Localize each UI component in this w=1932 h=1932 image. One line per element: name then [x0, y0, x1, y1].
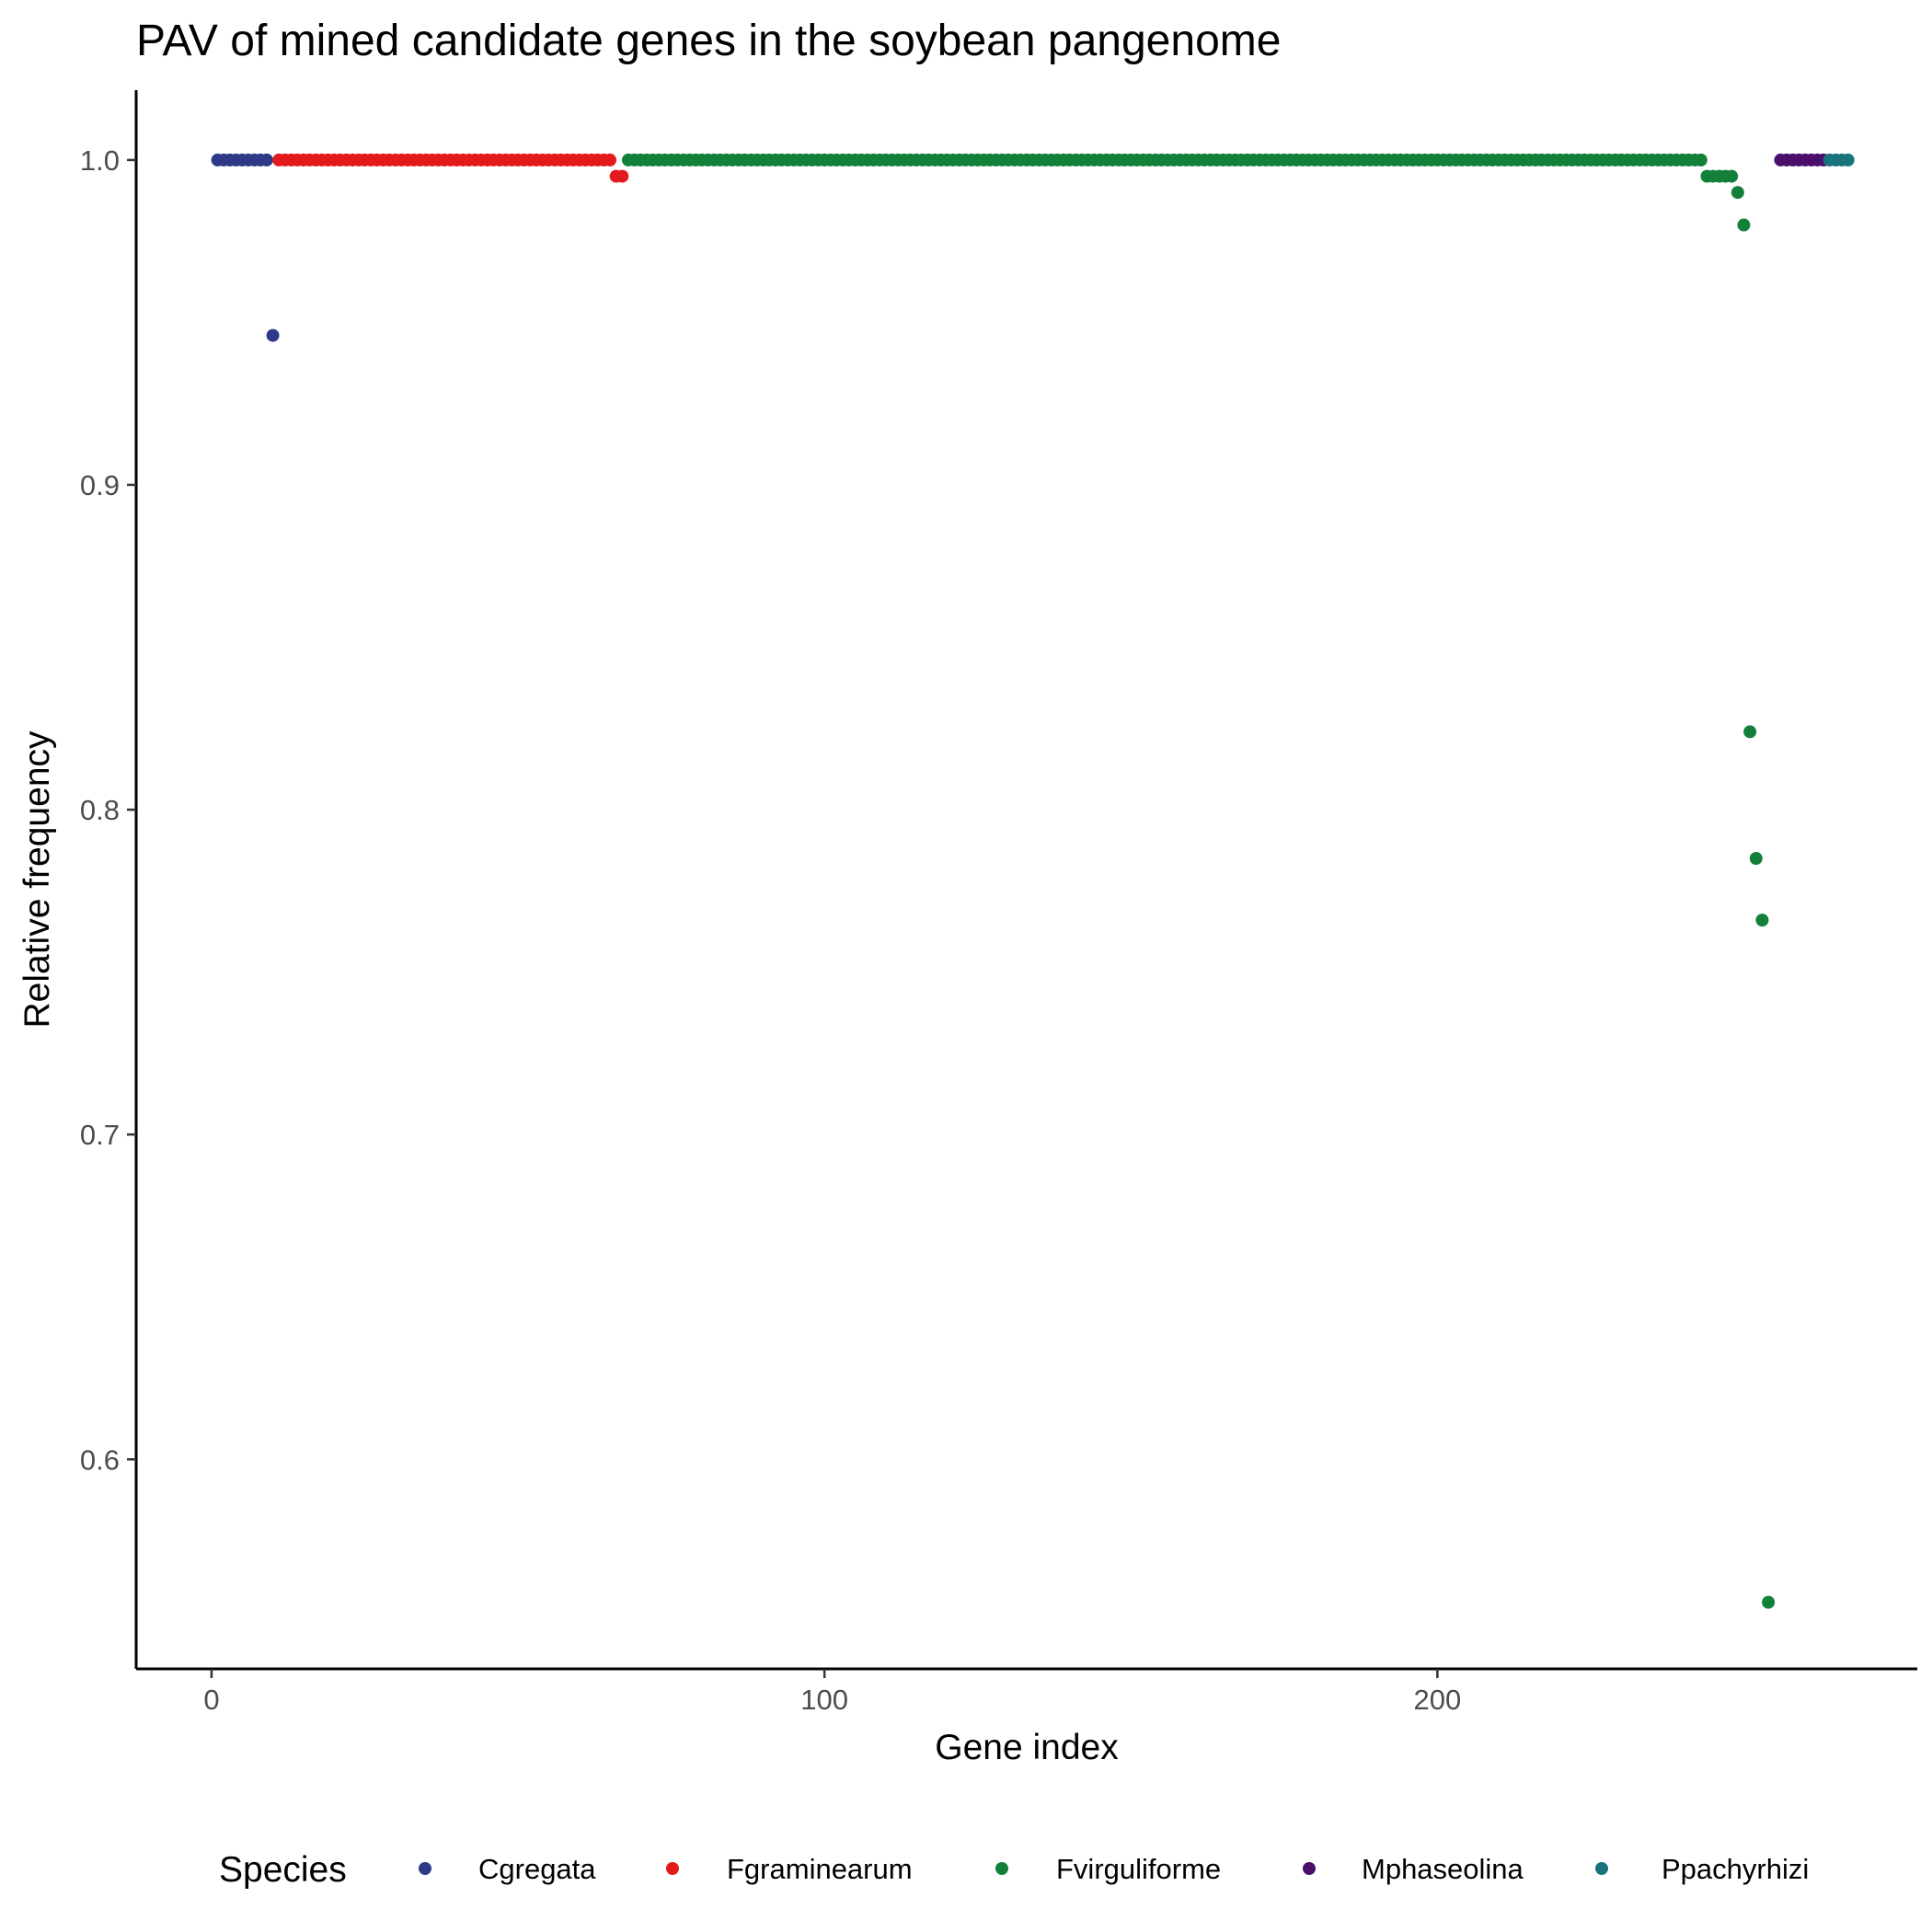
series-mphaseolina: [1774, 153, 1831, 167]
data-point: [615, 169, 629, 183]
legend-title: Species: [219, 1850, 347, 1890]
legend-key-fvirguliforme: [995, 1862, 1008, 1875]
legend-label: Ppachyrhizi: [1662, 1853, 1809, 1885]
data-point: [1725, 169, 1739, 183]
legend-label: Fvirguliforme: [1056, 1853, 1221, 1885]
series-fvirguliforme: [621, 153, 1776, 1609]
data-point: [1749, 852, 1763, 866]
series-cgregata: [211, 153, 280, 342]
y-tick-label: 1.0: [80, 144, 120, 177]
data-point: [1694, 153, 1708, 167]
x-axis-title: Gene index: [935, 1728, 1119, 1767]
y-tick-label: 0.8: [80, 794, 120, 826]
series-fgraminearum: [272, 153, 629, 183]
data-point: [1755, 914, 1769, 927]
x-tick-label: 200: [1413, 1684, 1461, 1716]
y-tick-label: 0.9: [80, 469, 120, 501]
y-axis-title: Relative frequency: [17, 730, 57, 1029]
x-tick-label: 0: [203, 1684, 219, 1716]
data-point: [1841, 153, 1855, 167]
y-tick-label: 0.6: [80, 1443, 120, 1476]
axis-ticks: 0.6 0.7 0.8 0.9 1.0 0 100 200: [80, 144, 1461, 1716]
data-point: [603, 153, 616, 167]
data-point: [1762, 1595, 1776, 1609]
data-point: [1737, 218, 1751, 232]
data-point: [266, 328, 280, 342]
legend-key-fgraminearum: [666, 1862, 679, 1875]
legend-label: Mphaseolina: [1362, 1853, 1524, 1885]
legend-key-cgregata: [419, 1862, 431, 1875]
x-tick-label: 100: [800, 1684, 848, 1716]
chart-title: PAV of mined candidate genes in the soyb…: [136, 17, 1281, 65]
legend-key-ppachyrhizi: [1595, 1862, 1608, 1875]
data-point: [1743, 725, 1757, 739]
legend-label: Fgraminearum: [727, 1853, 913, 1885]
legend-key-mphaseolina: [1303, 1862, 1316, 1875]
plot-area: [211, 153, 1855, 1609]
y-tick-label: 0.7: [80, 1119, 120, 1151]
legend-label: Cgregata: [478, 1853, 596, 1885]
data-point: [1731, 186, 1744, 200]
series-ppachyrhizi: [1823, 153, 1855, 167]
legend: Species Cgregata Fgraminearum Fvirguliform…: [219, 1850, 1809, 1890]
data-point: [259, 153, 273, 167]
